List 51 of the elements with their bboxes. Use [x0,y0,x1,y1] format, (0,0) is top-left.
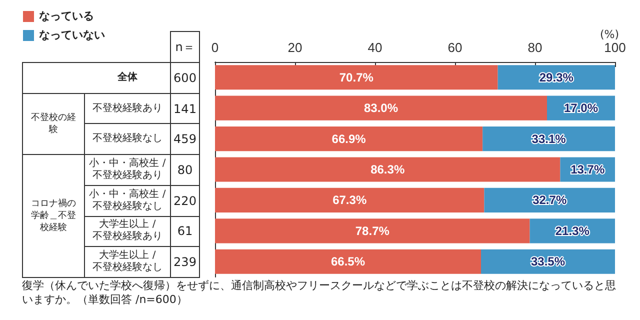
bar [481,249,615,274]
data-label: 78.7% [355,224,390,238]
text: 600 [170,62,200,94]
bar [215,218,530,244]
y-tick-label: 不登校経験あり [84,92,171,124]
data-label: 21.3% [555,224,590,238]
x-tick-label: 60 [448,40,462,55]
bar [215,126,483,152]
bar [215,65,498,90]
x-tick-label: 100 [604,40,626,55]
data-label: 70.7% [339,70,374,84]
x-axis-title: (%) [600,28,620,41]
y-tick-label: 大学生以上 / 不登校経験あり [84,216,171,248]
text: n＝ [170,31,200,63]
bar [482,126,615,152]
bar [215,157,560,182]
bar [215,188,484,212]
text: 不登校の経験 [22,92,85,156]
data-label: 86.3% [370,162,405,176]
y-tick-label: 不登校経験なし [84,123,171,156]
data-label: 33.5% [530,254,566,269]
data-label: 67.3% [332,193,367,208]
text: 459 [170,123,200,156]
data-label: 32.7% [532,193,567,208]
data-label: 13.7% [570,162,605,176]
text: 80 [170,154,200,186]
data-label: 17.0% [564,101,598,116]
y-tick-label: 全体 [22,62,171,94]
data-label: 33.1% [532,132,566,146]
text: 復学（休んでいた学校へ復帰）をせずに、通信制高校やフリースクールなどで学ぶことは不登校の解決になっていると思いますか。（単数回答 /n=600） [22,279,617,307]
data-label: 29.3% [539,70,574,84]
y-tick-label: 大学生以上 / 不登校経験なし [84,246,171,278]
data-label: 66.9% [332,132,366,146]
data-label: 83.0% [364,101,398,116]
text: 220 [170,184,200,217]
text: 239 [170,246,200,278]
y-tick-label: 小・中・高校生 / 不登校経験あり [84,154,171,186]
legend-label: なっている [39,10,94,22]
x-tick-label: 20 [288,40,302,55]
text: コロナ禍の学齢＿不登校経験 [22,154,85,278]
y-tick-label: 小・中・高校生 / 不登校経験なし [84,184,171,217]
x-tick-label: 80 [528,40,542,55]
bar [215,96,547,120]
text: 141 [170,92,200,124]
bar [215,249,481,274]
data-label: 66.5% [330,254,366,269]
legend-label: なっていない [39,30,105,42]
x-tick-label: 0 [211,40,219,55]
x-tick-label: 40 [368,40,382,55]
text: 61 [170,216,200,248]
bar [484,188,615,212]
